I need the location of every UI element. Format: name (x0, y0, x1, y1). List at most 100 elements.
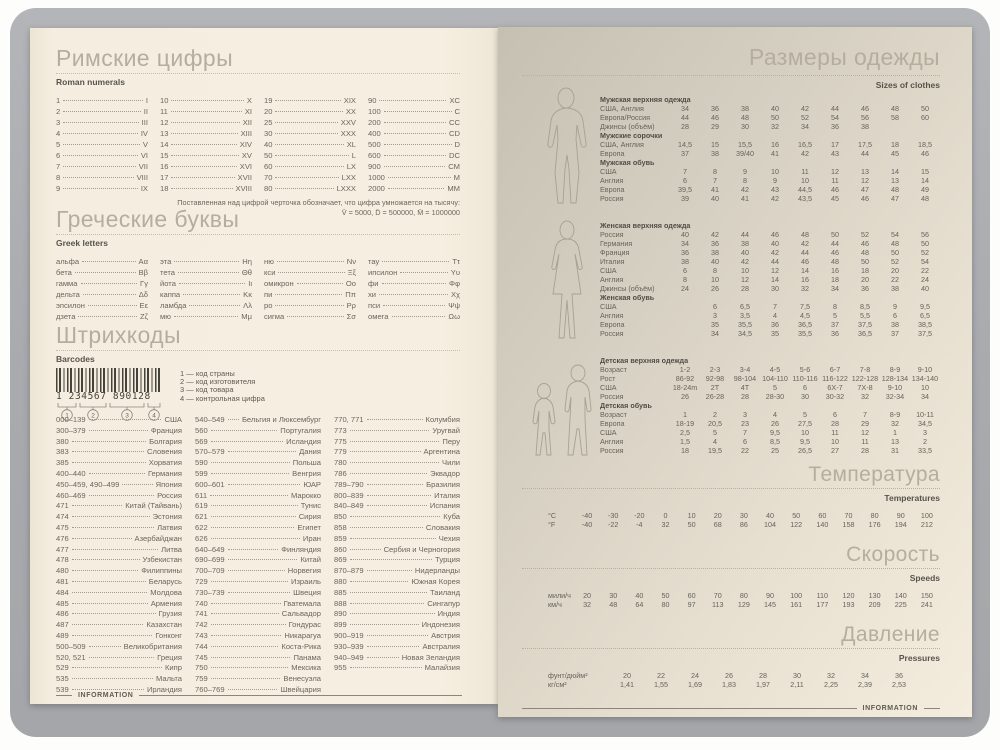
pair-row: 770, 771 Колумбия (334, 415, 460, 426)
divider (56, 73, 460, 74)
pair-term: 474 (56, 512, 69, 522)
pair-value: IX (140, 184, 148, 193)
value-cell: 104-110 (762, 374, 788, 383)
pair-row: 8 VIII (56, 172, 148, 183)
pair-row: 569 Исландия (195, 437, 321, 448)
value-cell (670, 320, 700, 329)
group-title: Детская верхняя одежда (600, 356, 689, 365)
dot-leader (275, 133, 338, 134)
value-cell: 50 (792, 511, 801, 520)
row-label: Европа (600, 149, 625, 158)
pair-row: ламбда Λλ (160, 300, 252, 311)
pair-term: 622 (195, 522, 208, 532)
footer-line (56, 695, 72, 696)
value-cell: -30 (608, 511, 619, 520)
pair-row: 899 Индонезия (334, 620, 460, 631)
value-cell: 36 (681, 248, 689, 257)
value-cell: 46 (801, 257, 809, 266)
value-cell: 46 (921, 149, 929, 158)
value-cell: 6 (893, 311, 897, 320)
value-cell: 15 (921, 167, 929, 176)
value-cell: 128-134 (881, 374, 909, 383)
pair-term: омега (368, 312, 389, 321)
pair-value: Италия (434, 490, 460, 500)
pair-value: Таиланд (429, 587, 460, 597)
value-cell: 177 (816, 600, 829, 609)
pair-row: 529 Кипр (56, 663, 182, 674)
pair-value: Марокко (290, 490, 321, 500)
pair-value: Ирландия (146, 684, 182, 694)
pair-column: 000–139 США 300–379 Франция 380 Болгария 383 Сл… (56, 415, 182, 696)
pair-term: 400–440 (56, 468, 86, 478)
barcode-legend-item: 4 — контрольная цифра (180, 393, 265, 403)
section-title: Температура (808, 463, 940, 486)
value-cell: 18 (861, 266, 869, 275)
value-cell: 2 (923, 437, 927, 446)
value-cell: 8,5 (860, 302, 870, 311)
value-cell: 36,5 (858, 329, 872, 338)
dot-leader (88, 419, 162, 420)
pair-row: 690–699 Китай (195, 555, 321, 566)
pair-value: XX (345, 107, 356, 116)
dot-leader (275, 305, 344, 306)
value-cell: 47 (861, 185, 869, 194)
pair-term: 40 (264, 140, 273, 149)
pair-term: 471 (56, 501, 69, 511)
pair-value: I (145, 96, 148, 105)
dot-leader (87, 305, 137, 306)
value-cell: 36 (711, 104, 719, 113)
pair-value: Θθ (241, 268, 252, 277)
value-cell: 193 (842, 600, 855, 609)
value-cell: 98-104 (733, 374, 757, 383)
pair-term: 940–949 (334, 652, 364, 662)
dot-leader (227, 419, 239, 420)
value-cell: 46 (861, 104, 869, 113)
pair-row: 40 XL (264, 139, 356, 150)
dot-leader (275, 122, 338, 123)
value-cell: 32 (861, 392, 869, 401)
pair-term: 775 (334, 436, 347, 446)
value-cell: 37 (831, 320, 839, 329)
pair-row: каппа Κκ (160, 289, 252, 300)
value-cell: 161 (790, 600, 803, 609)
pair-term: йота (160, 279, 176, 288)
dot-leader (71, 602, 148, 604)
value-cell: 46 (831, 185, 839, 194)
pair-term: 690–699 (195, 555, 225, 565)
value-cell: 26-28 (705, 392, 725, 401)
roman-note-line2: V̄ = 5000, D̄ = 500000, M̄ = 1000000 (341, 207, 460, 217)
value-cell: 48 (609, 600, 618, 609)
pair-row: 383 Словения (56, 447, 182, 458)
value-cell: 2-3 (709, 365, 721, 374)
dot-leader (71, 688, 144, 690)
value-cell: 34 (711, 329, 719, 338)
section-title: Штрихкоды (56, 322, 181, 348)
pair-value: Кипр (164, 663, 182, 673)
value-cell: 37 (681, 149, 689, 158)
pair-term: тау (368, 257, 380, 266)
pair-value: Панама (293, 652, 321, 662)
pair-term: мю (160, 312, 171, 321)
value-cell: 18 (831, 275, 839, 284)
dot-leader (379, 100, 447, 101)
table-row: Англия 1,5 4 6 8,5 9,5 10 11 13 2 (600, 437, 940, 446)
pair-term: 780 (334, 458, 347, 468)
row-label: Англия (600, 437, 624, 446)
value-cell: 100 (920, 511, 933, 520)
dot-leader (349, 613, 435, 615)
value-cell: 4 (713, 437, 717, 446)
group-title: Детская обувь (600, 401, 652, 410)
pair-row: 700–709 Норвегия (195, 566, 321, 577)
pair-value: Χχ (450, 290, 460, 299)
pair-row: 485 Армения (56, 599, 182, 610)
pair-value: LXXX (336, 184, 356, 193)
pair-value: Φφ (449, 279, 460, 288)
pair-value: Армения (150, 598, 182, 608)
pair-term: 000–139 (56, 415, 86, 424)
value-cell: 52 (801, 113, 809, 122)
value-cell: 48 (921, 194, 929, 203)
pair-column: тау Ττ ипсилон Υυ фи Φφ хи Χχ пси Ψψ омега Ωω (368, 256, 460, 322)
pair-term: 890 (334, 609, 347, 619)
value-cell: 12 (861, 176, 869, 185)
pair-row: 520, 521 Греция (56, 653, 182, 664)
